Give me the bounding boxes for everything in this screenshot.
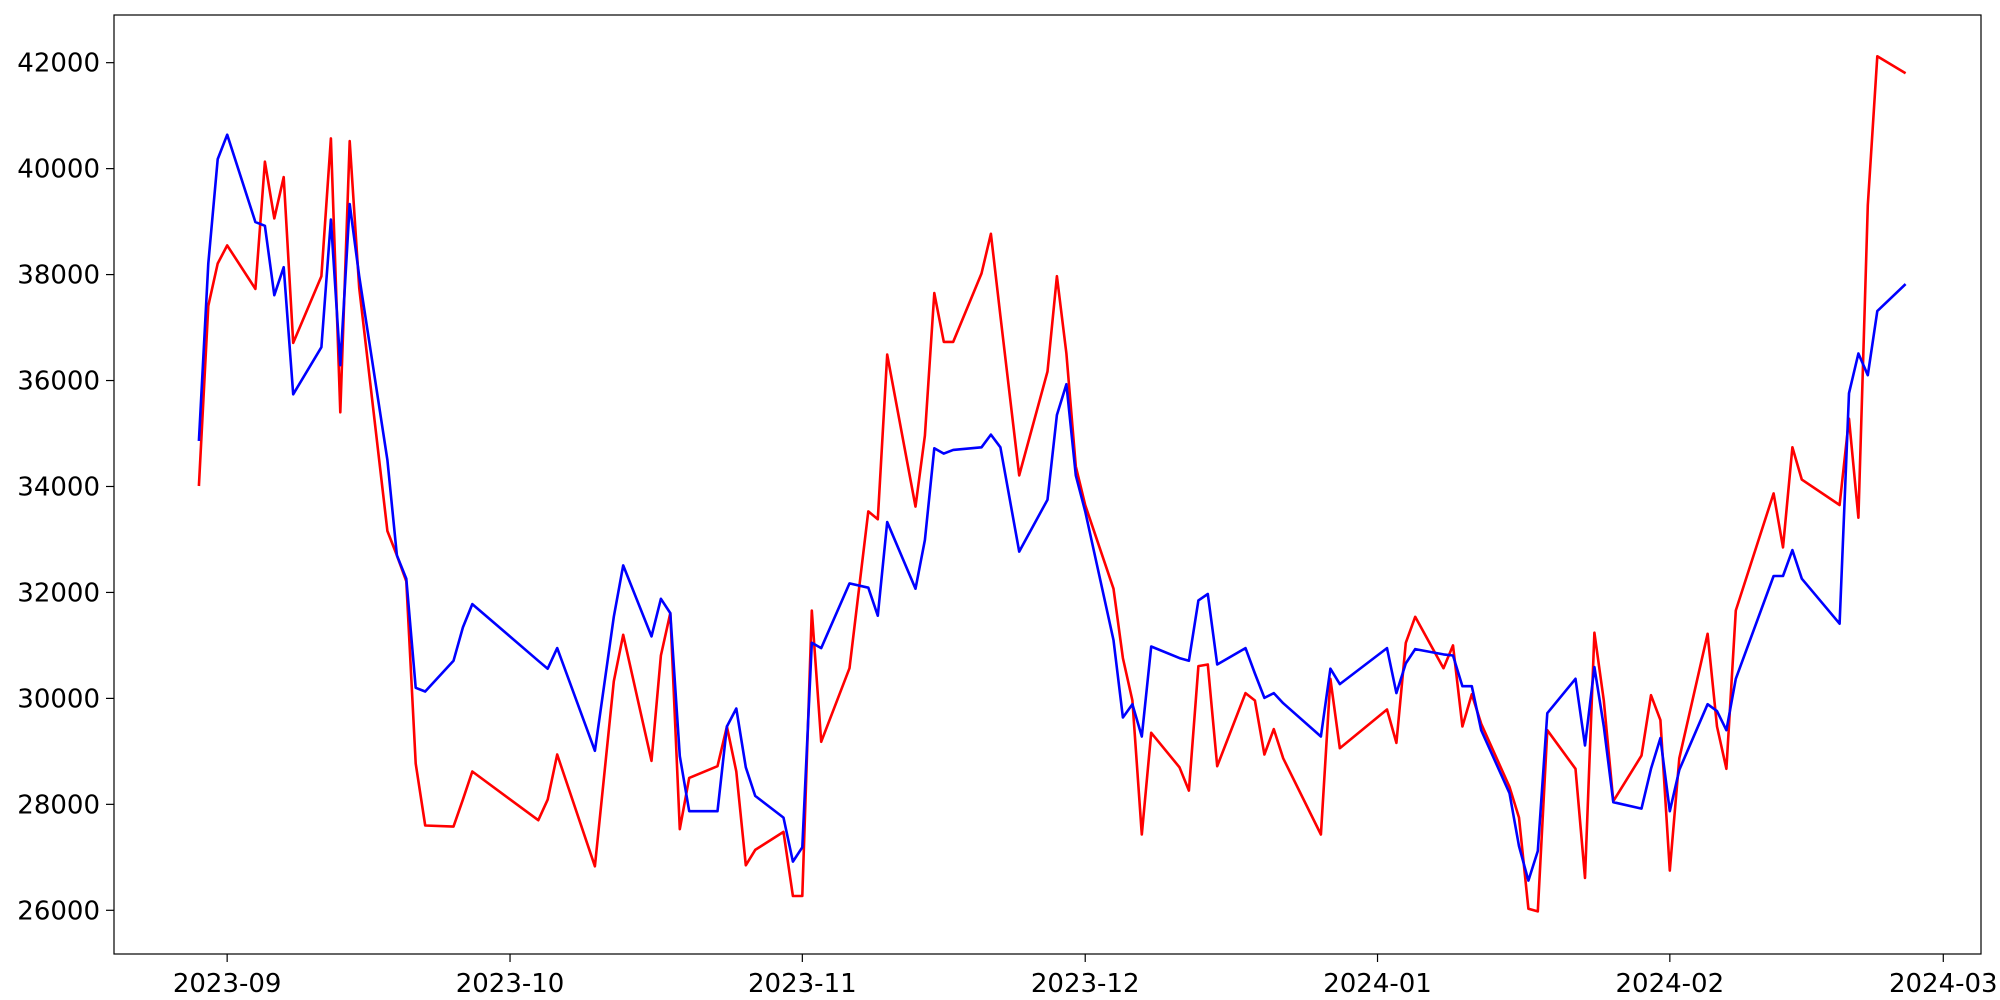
y-tick-label: 30000	[17, 684, 100, 714]
y-tick-label: 28000	[17, 790, 100, 820]
y-tick-label: 36000	[17, 367, 100, 397]
line-series	[197, 133, 1907, 882]
x-tick-label: 2024-02	[1616, 969, 1725, 999]
y-tick-label: 38000	[17, 261, 100, 291]
x-tick-label: 2023-11	[748, 969, 857, 999]
x-tick-label: 2024-01	[1323, 969, 1432, 999]
x-tick-label: 2024-03	[1889, 969, 1998, 999]
y-tick-label: 26000	[17, 896, 100, 926]
y-tick-label: 42000	[17, 49, 100, 79]
x-tick-label: 2023-09	[173, 969, 282, 999]
y-tick-label: 34000	[17, 472, 100, 502]
x-tick-label: 2023-12	[1031, 969, 1140, 999]
y-tick-label: 32000	[17, 578, 100, 608]
y-tick-label: 40000	[17, 155, 100, 185]
plot-frame	[113, 14, 1982, 955]
x-tick-label: 2023-10	[456, 969, 565, 999]
line-series	[197, 55, 1907, 913]
